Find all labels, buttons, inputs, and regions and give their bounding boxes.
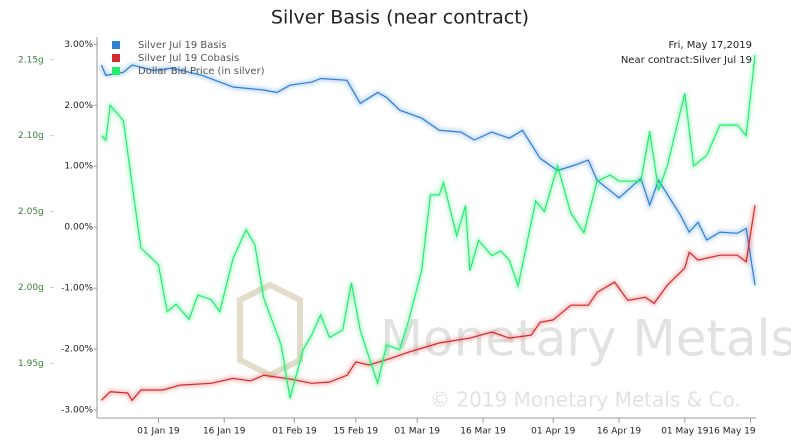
series-glow: [100, 204, 757, 404]
series-line: [100, 205, 756, 402]
y2-tick-label: 2.10g: [18, 131, 44, 141]
legend-swatch: [112, 54, 120, 62]
x-tick-label: 15 Feb 19: [334, 427, 379, 437]
annotation: Near contract:Silver Jul 19: [621, 55, 752, 66]
x-tick-label: 01 Apr 19: [531, 427, 575, 437]
legend-swatch: [112, 67, 120, 75]
x-tick-label: 01 May 19: [661, 427, 709, 437]
y-tick-label: 0.00%: [64, 223, 93, 233]
y-tick-label: 3.00%: [64, 40, 93, 50]
y2-tick-label: 1.95g: [18, 359, 44, 369]
y-tick-label: -3.00%: [61, 406, 93, 416]
legend-label: Dollar Bid Price (in silver): [138, 66, 265, 77]
y2-tick-label: 2.05g: [18, 207, 44, 217]
watermark-text: Monetary Metals: [380, 310, 791, 368]
x-tick-label: 16 Apr 19: [597, 427, 641, 437]
legend-label: Silver Jul 19 Basis: [138, 40, 227, 51]
x-tick-label: 01 Mar 19: [394, 427, 440, 437]
legend-swatch: [112, 41, 120, 49]
watermark-logo: [237, 281, 303, 379]
y-tick-label: 2.00%: [64, 101, 93, 111]
watermark-text: © 2019 Monetary Metals & Co.: [430, 388, 741, 412]
legend-label: Silver Jul 19 Cobasis: [138, 53, 239, 64]
y-tick-label: -2.00%: [61, 345, 93, 355]
x-tick-label: 16 Jan 19: [203, 427, 246, 437]
x-tick-label: 16 Mar 19: [460, 427, 506, 437]
y2-tick-label: 2.15g: [18, 55, 44, 65]
series-line: [100, 64, 756, 286]
x-tick-label: 01 Jan 19: [137, 427, 180, 437]
annotation: Fri, May 17,2019: [669, 40, 752, 51]
watermark: Monetary Metals © 2019 Monetary Metals &…: [237, 281, 791, 412]
series-line: [100, 55, 756, 399]
chart-title: Silver Basis (near contract): [271, 7, 529, 29]
y-tick-label: -1.00%: [61, 284, 93, 294]
y-tick-label: 1.00%: [64, 162, 93, 172]
y2-tick-label: 2.00g: [18, 283, 44, 293]
x-tick-label: 01 Feb 19: [272, 427, 317, 437]
x-tick-label: 16 May 19: [708, 427, 756, 437]
